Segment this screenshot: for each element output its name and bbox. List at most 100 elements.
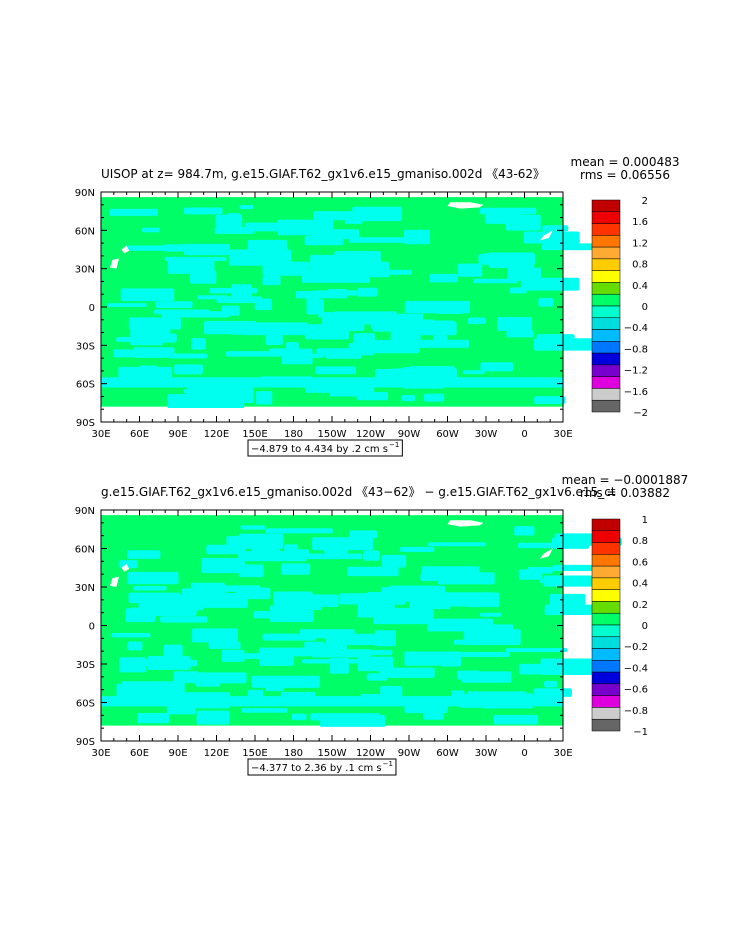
field-negative-patch	[349, 530, 378, 539]
field-negative-patch	[128, 592, 181, 604]
field-negative-patch	[523, 231, 580, 244]
x-tick-label: 90W	[398, 429, 421, 440]
field-negative-patch	[292, 553, 363, 560]
small-island-land	[121, 245, 130, 254]
field-negative-patch	[465, 592, 500, 608]
legend-swatch	[591, 199, 621, 213]
field-negative-patch	[126, 245, 197, 251]
legend-swatch	[591, 317, 621, 330]
field-negative-patch	[366, 673, 388, 681]
range-label: −4.377 to 2.36 by .1 cm s	[251, 763, 382, 774]
legend-swatch	[591, 565, 621, 579]
legend-swatch	[591, 589, 621, 602]
field-negative-patch	[456, 670, 480, 680]
field-negative-patch	[506, 330, 534, 338]
field-negative-patch	[366, 591, 428, 602]
y-tick-label: 30S	[76, 660, 95, 671]
legend-label: 1.6	[632, 217, 648, 228]
legend-label: 0	[642, 302, 648, 313]
field-negative-patch	[153, 309, 211, 315]
field-negative-patch	[262, 261, 308, 276]
field-negative-patch	[427, 542, 486, 547]
mean-stat: mean = 0.000483	[571, 155, 680, 169]
greenland-land	[447, 520, 484, 527]
field-negative-patch	[205, 587, 223, 596]
field-negative-patch	[479, 612, 502, 617]
legend-swatch	[591, 660, 621, 673]
legend-swatch	[591, 282, 621, 295]
field-negative-patch	[284, 544, 299, 553]
field-negative-patch	[541, 243, 608, 251]
field-negative-patch	[258, 647, 318, 657]
field-negative-patch	[404, 229, 431, 245]
field-negative-patch	[344, 215, 363, 225]
field-negative-patch	[137, 713, 170, 724]
range-exponent: −1	[389, 441, 399, 449]
field-negative-patch	[542, 225, 569, 232]
greenland-land	[447, 202, 484, 209]
field-negative-patch	[514, 526, 535, 536]
x-tick-label: 30E	[91, 748, 110, 759]
field-negative-patch	[315, 366, 356, 375]
legend-label: −0.8	[624, 344, 648, 355]
field-negative-patch	[482, 253, 536, 265]
field-negative-patch	[352, 649, 393, 656]
x-tick-label: 90E	[168, 429, 187, 440]
legend-label: −1	[633, 727, 648, 738]
chart-title: UISOP at z= 984.7m, g.e15.GIAF.T62_gx1v6…	[101, 167, 545, 181]
legend-swatch	[591, 305, 621, 319]
small-island2-land	[109, 576, 119, 587]
field-negative-patch	[265, 528, 333, 534]
field-negative-patch	[262, 275, 281, 286]
field-negative-patch	[216, 296, 263, 303]
x-tick-label: 30E	[553, 429, 572, 440]
field-negative-patch	[518, 569, 543, 580]
field-negative-patch	[463, 629, 521, 645]
field-negative-patch	[209, 288, 258, 294]
legend-label: 0.4	[632, 281, 648, 292]
field-negative-patch	[132, 347, 175, 358]
x-tick-label: 120W	[356, 429, 385, 440]
field-negative-patch	[201, 558, 245, 574]
field-negative-patch	[423, 393, 445, 402]
field-negative-patch	[142, 227, 160, 233]
field-negative-patch	[301, 267, 370, 283]
field-negative-patch	[427, 618, 494, 632]
legend-label: −0.8	[624, 706, 648, 717]
field-negative-patch	[493, 714, 539, 725]
field-negative-patch	[109, 208, 158, 216]
legend-swatch	[591, 399, 621, 413]
x-tick-label: 30E	[553, 748, 572, 759]
field-negative-patch	[120, 288, 175, 302]
svalbard-land	[539, 230, 553, 241]
field-negative-patch	[226, 535, 244, 549]
field-negative-patch	[329, 657, 349, 674]
legend-label: −1.2	[624, 366, 648, 377]
field-negative-patch	[507, 267, 541, 281]
field-negative-patch	[127, 571, 179, 585]
range-label-box	[247, 758, 397, 776]
x-tick-label: 60E	[130, 429, 149, 440]
x-tick-label: 30E	[91, 429, 110, 440]
field-negative-patch	[363, 550, 380, 561]
field-negative-patch	[379, 667, 435, 678]
legend-swatch	[591, 235, 621, 248]
field-negative-patch	[221, 649, 245, 662]
x-tick-label: 30W	[475, 429, 498, 440]
field-negative-patch	[391, 368, 457, 380]
legend-swatch	[591, 352, 621, 366]
legend-swatch	[591, 636, 621, 649]
field-negative-patch	[155, 301, 193, 309]
field-negative-patch	[370, 269, 413, 275]
field-negative-patch	[543, 680, 558, 688]
field-negative-patch	[291, 713, 307, 721]
field-negative-patch	[467, 317, 486, 324]
field-negative-patch	[240, 525, 266, 530]
x-tick-label: 150E	[242, 429, 267, 440]
field-negative-patch	[480, 362, 514, 372]
legend-swatch	[591, 683, 621, 696]
field-negative-patch	[348, 237, 411, 243]
field-negative-patch	[269, 605, 314, 622]
y-tick-label: 30S	[76, 341, 95, 352]
